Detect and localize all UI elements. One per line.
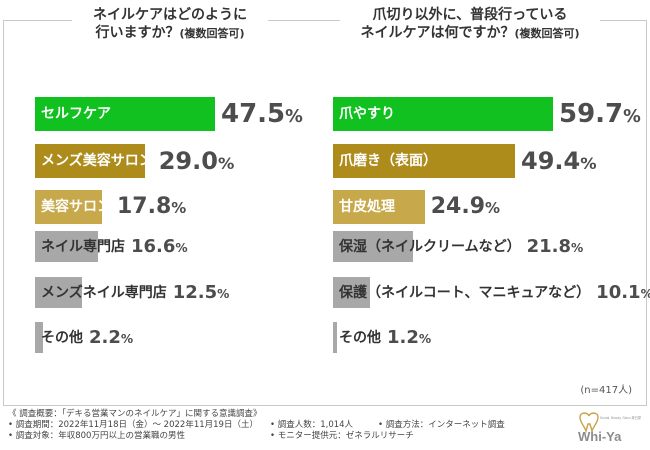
bar-left-0 [35, 97, 215, 131]
bar-value: 59.7% [559, 99, 641, 129]
bar-left-4 [35, 277, 83, 308]
logo-tagline: Dental, Beauty, Salon 美白屋 [600, 415, 642, 420]
survey-footer: 《 調査概要：「デキる営業マンのネイルケア」に関する意識調査》 • 調査期間：2… [8, 409, 568, 442]
bar-value: 2.2% [89, 326, 134, 348]
bar-value: 1.2% [387, 326, 432, 348]
left-title-line1: ネイルケアはどのように [93, 7, 247, 23]
bar-label: 爪磨き（表面） [339, 153, 437, 169]
footer-method: • 調査方法：インターネット調査 [378, 420, 505, 430]
left-title-line2: 行いますか？ [95, 25, 180, 41]
sample-size-note: (n=417人) [580, 385, 632, 396]
bar-label: セルフケア [41, 106, 111, 122]
bar-value: 10.1% [596, 281, 650, 303]
whiya-logo: Dental, Beauty, Salon 美白屋 Whi-Ya [578, 412, 642, 444]
left-chart-title: ネイルケアはどのように 行いますか？(複数回答可) [72, 6, 268, 43]
bar-left-3 [35, 231, 98, 262]
bar-right-1 [333, 144, 516, 178]
tooth-icon [579, 412, 599, 434]
bar-label: 爪やすり [339, 106, 395, 122]
logo-wordmark: Whi-Ya [578, 429, 622, 444]
bar-value: 17.8% [117, 194, 187, 219]
bar-label: 保護（ネイルコート、マニキュアなど） [339, 284, 591, 301]
right-title-line1: 爪切り以外に、普段行っている [372, 7, 568, 23]
bar-label: その他 [41, 329, 83, 346]
bar-value: 47.5% [221, 99, 303, 129]
bar-right-5 [333, 322, 338, 353]
bar-right-3 [333, 231, 414, 262]
right-chart-title: 爪切り以外に、普段行っている ネイルケアは何ですか？(複数回答可) [340, 6, 600, 43]
footer-target: • 調査対象：年収800万円以上の営業職の男性 [8, 431, 185, 441]
footer-heading: 《 調査概要：「デキる営業マンのネイルケア」に関する意識調査》 [8, 409, 262, 419]
bar-label: その他 [339, 329, 381, 346]
bar-value: 12.5% [172, 281, 230, 303]
bar-label: メンズ美容サロン [41, 153, 153, 169]
bar-right-0 [333, 97, 553, 131]
footer-provider: • モニター提供元：ゼネラルリサーチ [270, 431, 414, 441]
bar-label: 美容サロン [41, 199, 111, 215]
bar-value: 21.8% [526, 235, 584, 257]
bar-label: ネイル専門店 [41, 238, 125, 255]
footer-period: • 調査期間：2022年11月18日（金）～ 2022年11月19日（土） [8, 420, 258, 430]
chart-frame [3, 20, 647, 406]
bar-value: 29.0% [158, 147, 235, 175]
bar-right-2 [333, 190, 425, 224]
left-title-subtitle: (複数回答可) [179, 27, 245, 40]
bar-right-4 [333, 277, 371, 308]
bar-value: 49.4% [521, 147, 597, 175]
bar-left-1 [35, 144, 145, 178]
right-title-subtitle: (複数回答可) [514, 27, 580, 40]
bar-label: 保湿（ネイルクリームなど） [339, 238, 521, 255]
bar-label: 甘皮処理 [339, 199, 395, 215]
bar-value: 16.6% [131, 235, 188, 257]
right-title-line2: ネイルケアは何ですか？ [360, 25, 515, 41]
bar-left-5 [35, 322, 44, 353]
footer-count: • 調査人数：1,014人 [270, 420, 354, 430]
bar-label: メンズネイル専門店 [41, 284, 167, 301]
bar-value: 24.9% [430, 194, 501, 219]
bar-left-2 [35, 190, 103, 224]
